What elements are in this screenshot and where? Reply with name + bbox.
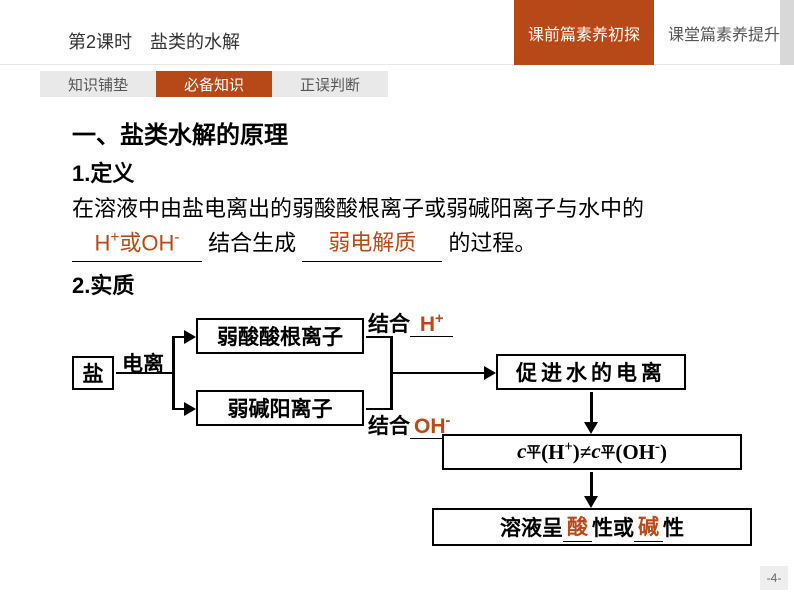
combine-bot-text: 结合 xyxy=(368,415,410,438)
lesson-title: 第2课时 盐类的水解 xyxy=(68,28,240,54)
def-end: 的过程。 xyxy=(448,230,536,255)
line-vsplit xyxy=(172,336,175,410)
box-solution: 溶液呈 酸 性或 碱 性 xyxy=(432,508,752,546)
top-tabs: 课前篇素养初探 课堂篇素养提升 xyxy=(514,0,794,65)
box-salt: 盐 xyxy=(72,356,114,390)
box-weak-base-cation: 弱碱阳离子 xyxy=(196,390,364,426)
definition-label: 1.定义 xyxy=(72,156,722,188)
line-down2 xyxy=(590,472,593,498)
box-promote: 促进水的电离 xyxy=(496,354,686,390)
def-blank2: 弱电解质 xyxy=(302,226,442,261)
line-to-cation xyxy=(172,408,186,411)
sol-b: 碱 xyxy=(634,511,663,542)
def-line1: 在溶液中由盐电离出的弱酸酸根离子或弱碱阳离子与水中的 xyxy=(72,196,644,221)
tab-pre-class[interactable]: 课前篇素养初探 xyxy=(514,0,654,65)
sol-mid: 性或 xyxy=(592,512,634,542)
combine-top-text: 结合 xyxy=(368,313,410,336)
definition-text: 在溶液中由盐电离出的弱酸酸根离子或弱碱阳离子与水中的 H+或OH- 结合生成 弱… xyxy=(72,192,722,262)
box-weak-acid-anion: 弱酸酸根离子 xyxy=(196,318,364,354)
tab-in-class[interactable]: 课堂篇素养提升 xyxy=(654,0,794,65)
sol-pre: 溶液呈 xyxy=(500,512,563,542)
def-blank1: H+或OH- xyxy=(72,226,202,261)
section-title: 一、盐类水解的原理 xyxy=(72,115,722,150)
subtab-judge[interactable]: 正误判断 xyxy=(272,71,388,97)
right-strip xyxy=(780,0,794,65)
subtab-prep[interactable]: 知识铺垫 xyxy=(40,71,156,97)
label-combine-top: 结合 H+ xyxy=(368,308,453,338)
sub-tabs: 知识铺垫 必备知识 正误判断 xyxy=(40,71,794,97)
subtab-essential[interactable]: 必备知识 xyxy=(156,71,272,97)
box-ineq: c平(H+)≠c平(OH-) xyxy=(442,434,742,470)
def-mid: 结合生成 xyxy=(208,230,296,255)
line-merge-right xyxy=(390,372,486,375)
line-down1 xyxy=(590,392,593,424)
sol-a: 酸 xyxy=(563,511,592,542)
line-to-anion xyxy=(172,336,186,339)
sol-end: 性 xyxy=(663,512,684,542)
top-bar: 第2课时 盐类的水解 课前篇素养初探 课堂篇素养提升 xyxy=(0,0,794,65)
combine-top-fill: H+ xyxy=(410,313,453,337)
content-area: 一、盐类水解的原理 1.定义 在溶液中由盐电离出的弱酸酸根离子或弱碱阳离子与水中… xyxy=(0,97,794,551)
essence-label: 2.实质 xyxy=(72,268,722,300)
page-number: -4- xyxy=(760,566,788,590)
line-salt-out xyxy=(116,372,172,375)
diagram: 盐 电离 弱酸酸根离子 弱碱阳离子 结合 H+ 结合OH- 促进水的电离 xyxy=(72,306,722,551)
